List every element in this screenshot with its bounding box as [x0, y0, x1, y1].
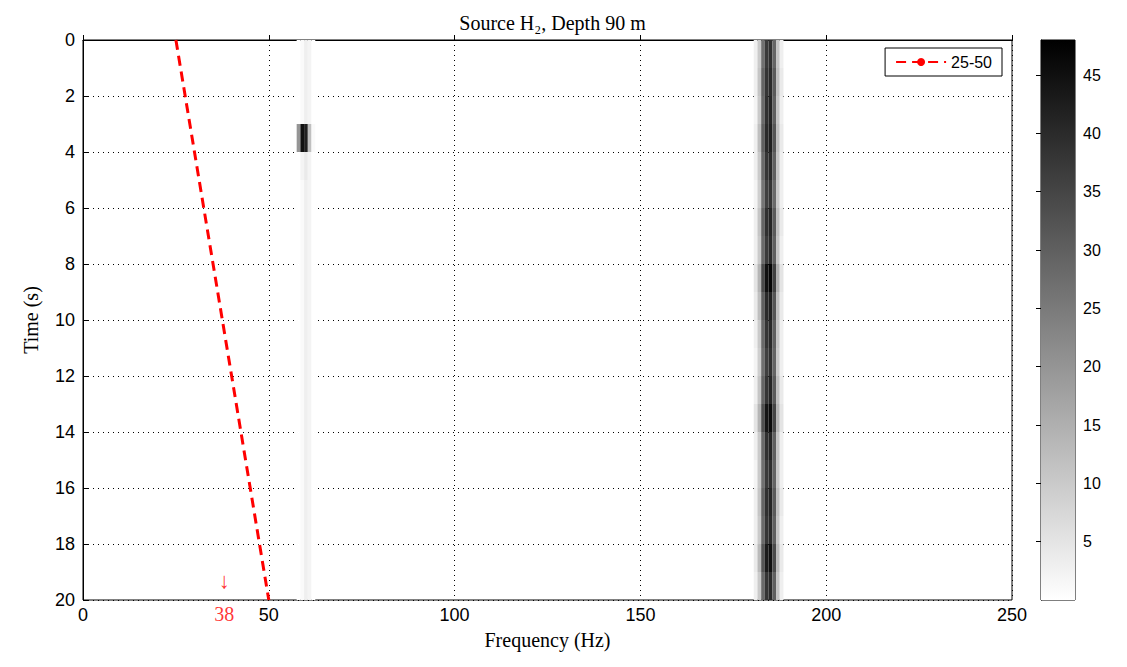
svg-text:0: 0 — [78, 605, 88, 625]
svg-text:5: 5 — [1083, 533, 1092, 550]
svg-text:25: 25 — [1083, 300, 1101, 317]
svg-text:12: 12 — [55, 366, 75, 386]
svg-text:38: 38 — [214, 603, 234, 625]
svg-text:15: 15 — [1083, 417, 1101, 434]
svg-text:250: 250 — [997, 605, 1027, 625]
svg-text:20: 20 — [1083, 358, 1101, 375]
svg-text:16: 16 — [55, 478, 75, 498]
svg-text:35: 35 — [1083, 183, 1101, 200]
svg-text:25-50: 25-50 — [951, 54, 992, 71]
svg-text:8: 8 — [65, 254, 75, 274]
svg-text:Frequency (Hz): Frequency (Hz) — [484, 629, 610, 652]
svg-text:10: 10 — [1083, 475, 1101, 492]
svg-text:0: 0 — [65, 30, 75, 50]
svg-text:18: 18 — [55, 534, 75, 554]
svg-text:50: 50 — [259, 605, 279, 625]
svg-text:↓: ↓ — [219, 568, 230, 593]
svg-text:150: 150 — [625, 605, 655, 625]
svg-text:6: 6 — [65, 198, 75, 218]
svg-text:Time (s): Time (s) — [20, 286, 43, 354]
svg-text:45: 45 — [1083, 67, 1101, 84]
svg-text:14: 14 — [55, 422, 75, 442]
svg-text:20: 20 — [55, 590, 75, 610]
svg-text:30: 30 — [1083, 242, 1101, 259]
svg-text:Source H₂, Depth 90 m: Source H₂, Depth 90 m — [459, 12, 646, 35]
svg-text:40: 40 — [1083, 125, 1101, 142]
svg-text:200: 200 — [811, 605, 841, 625]
svg-text:2: 2 — [65, 86, 75, 106]
svg-text:100: 100 — [440, 605, 470, 625]
svg-text:10: 10 — [55, 310, 75, 330]
svg-text:4: 4 — [65, 142, 75, 162]
